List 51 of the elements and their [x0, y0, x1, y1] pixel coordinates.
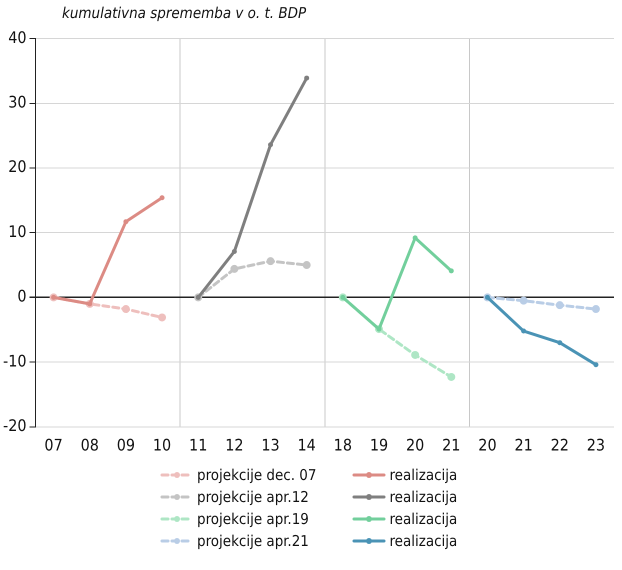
legend-label: realizacija: [389, 532, 458, 550]
point: [232, 248, 237, 254]
legend-label: projekcije dec. 07: [197, 466, 316, 484]
x-tick-label: 18: [334, 436, 352, 455]
point: [160, 195, 165, 200]
point: [520, 296, 528, 305]
x-tick-label: 20: [406, 436, 424, 455]
chart-title: kumulativna sprememba v o. t. BDP: [62, 4, 306, 22]
x-tick-label: 23: [586, 436, 606, 455]
point: [447, 372, 456, 381]
x-tick-label: 08: [80, 436, 99, 455]
point: [302, 261, 311, 270]
legend-label: realizacija: [389, 488, 458, 506]
y-tick-label: 0: [17, 286, 27, 306]
x-tick-label: 09: [116, 436, 136, 455]
point: [411, 350, 420, 359]
legend-label: projekcije apr.12: [197, 488, 309, 506]
x-tick-label: 11: [189, 436, 208, 455]
point: [158, 313, 166, 322]
y-tick-label: 10: [8, 222, 27, 241]
x-tick-label: 12: [225, 436, 244, 455]
x-tick-label: 21: [442, 436, 460, 455]
x-tick-label: 10: [152, 436, 172, 455]
x-tick-label: 21: [514, 436, 533, 455]
point: [266, 257, 275, 266]
y-tick-label: -10: [2, 351, 27, 370]
point: [556, 301, 564, 310]
x-tick-label: 07: [44, 436, 63, 455]
legend-label: projekcije apr.19: [197, 510, 309, 528]
point: [122, 305, 130, 314]
y-tick-label: -20: [2, 416, 27, 435]
x-tick-label: 14: [298, 436, 316, 455]
y-tick-label: 30: [8, 92, 27, 112]
point: [230, 264, 238, 273]
x-tick-label: 22: [550, 436, 569, 455]
point: [268, 142, 274, 148]
point: [123, 219, 128, 224]
legend-label: realizacija: [389, 510, 458, 528]
point: [593, 362, 598, 368]
point: [304, 76, 310, 81]
point: [557, 340, 562, 346]
point: [592, 305, 600, 314]
y-tick-label: 40: [8, 28, 27, 47]
legend-label: projekcije apr.21: [197, 532, 309, 550]
y-tick-label: 20: [8, 157, 27, 176]
x-tick-label: 19: [370, 436, 388, 455]
x-tick-label: 20: [478, 436, 497, 455]
point: [521, 328, 526, 334]
legend-label: realizacija: [389, 466, 458, 484]
x-tick-label: 13: [261, 436, 280, 455]
point: [448, 268, 454, 274]
